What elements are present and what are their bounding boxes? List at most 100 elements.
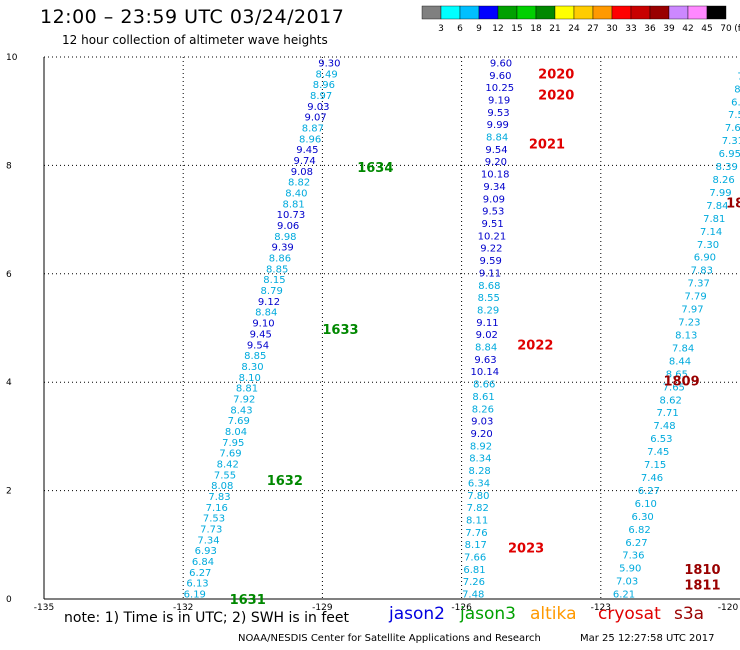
wave-height-value: 9.20 bbox=[470, 429, 492, 440]
wave-height-value: 7.69 bbox=[219, 449, 241, 460]
y-tick-label: 6 bbox=[6, 270, 12, 280]
wave-height-value: 8.81 bbox=[283, 199, 305, 210]
color-tick-label: 6 bbox=[457, 24, 463, 34]
color-swatch bbox=[611, 5, 632, 20]
wave-height-value: 9.11 bbox=[476, 318, 498, 329]
pass-time-label: 1634 bbox=[357, 161, 393, 176]
wave-height-value: 8.10 bbox=[239, 373, 261, 384]
color-tick-label: 15 bbox=[511, 24, 522, 34]
grid-lines bbox=[44, 56, 740, 599]
wave-height-value: 6.82 bbox=[628, 525, 650, 536]
wave-height-value: 7.48 bbox=[653, 421, 675, 432]
color-tick-label: 18 bbox=[530, 24, 542, 34]
wave-height-value: 7.95 bbox=[222, 438, 244, 449]
wave-height-value: 8.30 bbox=[241, 362, 263, 373]
wave-height-value: 8.17 bbox=[465, 540, 487, 551]
wave-height-value: 8.15 bbox=[263, 275, 285, 286]
wave-height-value: 6.93 bbox=[195, 546, 217, 557]
pass-time-label: 1809 bbox=[663, 375, 699, 390]
wave-height-value: 6.57 bbox=[731, 97, 740, 108]
wave-height-value: 9.12 bbox=[258, 297, 280, 308]
wave-height-value: 7.73 bbox=[200, 525, 222, 536]
color-swatch bbox=[649, 5, 670, 20]
pass-time-label: 1810 bbox=[684, 563, 720, 578]
wave-height-value: 7.36 bbox=[622, 551, 644, 562]
pass-annotations: 1631163216331634202020202021202220231809… bbox=[230, 67, 740, 608]
pass-time-label: 1632 bbox=[267, 474, 303, 489]
color-tick-label: 70 bbox=[720, 24, 732, 34]
wave-height-value: 7.36 bbox=[737, 71, 740, 82]
wave-height-value: 9.45 bbox=[296, 145, 318, 156]
wave-height-value: 7.03 bbox=[616, 577, 638, 588]
wave-height-value: 9.08 bbox=[291, 167, 313, 178]
wave-height-value: 8.34 bbox=[469, 454, 491, 465]
wave-height-value: 6.81 bbox=[463, 565, 485, 576]
y-tick-label: 8 bbox=[6, 161, 12, 171]
wave-height-value: 7.97 bbox=[681, 305, 703, 316]
wave-height-value: 7.30 bbox=[697, 240, 719, 251]
wave-height-value: 8.86 bbox=[269, 254, 291, 265]
wave-height-value: 8.85 bbox=[244, 351, 266, 362]
axes: 0 2 4 6 8 10 -135 -132 -129 -126 -123 -120 bbox=[6, 53, 740, 613]
wave-height-value: 9.34 bbox=[483, 182, 505, 193]
wave-height-value: 6.95 bbox=[719, 149, 740, 160]
wave-height-value: 8.13 bbox=[675, 330, 697, 341]
wave-height-value: 8.29 bbox=[477, 305, 499, 316]
wave-height-value: 8.98 bbox=[274, 232, 296, 243]
wave-height-value: 8.11 bbox=[466, 515, 488, 526]
color-tick-label: 36 bbox=[644, 24, 656, 34]
wave-height-value: 7.66 bbox=[464, 553, 486, 564]
chart-subtitle: 12 hour collection of altimeter wave hei… bbox=[62, 33, 328, 47]
wave-height-value: 9.02 bbox=[476, 330, 498, 341]
wave-height-value: 7.76 bbox=[465, 528, 487, 539]
chart-title: 12:00 – 23:59 UTC 03/24/2017 bbox=[40, 6, 345, 28]
color-swatch bbox=[554, 5, 575, 20]
wave-height-value: 9.99 bbox=[487, 120, 509, 131]
wave-height-value: 7.71 bbox=[656, 408, 678, 419]
wave-height-value: 6.27 bbox=[189, 568, 211, 579]
wave-height-value: 7.80 bbox=[467, 491, 489, 502]
wave-height-value: 9.11 bbox=[479, 268, 501, 279]
pass-time-label: 2023 bbox=[508, 542, 544, 557]
wave-height-value: 8.82 bbox=[288, 178, 310, 189]
wave-height-value: 8.79 bbox=[261, 286, 283, 297]
color-unit-label: (ft) bbox=[734, 24, 740, 34]
wave-height-value: 7.15 bbox=[644, 460, 666, 471]
wave-height-value: 9.20 bbox=[485, 157, 507, 168]
wave-height-value: 8.26 bbox=[472, 404, 494, 415]
wave-height-value: 7.84 bbox=[706, 201, 728, 212]
wave-height-value: 7.55 bbox=[214, 470, 236, 481]
wave-height-value: 9.09 bbox=[483, 194, 505, 205]
wave-height-value: 9.63 bbox=[474, 355, 496, 366]
wave-height-value: 9.22 bbox=[480, 244, 502, 255]
color-tick-label: 24 bbox=[568, 24, 580, 34]
wave-height-value: 8.04 bbox=[225, 427, 247, 438]
pass-time-label: 1633 bbox=[322, 323, 358, 338]
pass-time-label: 2022 bbox=[517, 338, 553, 353]
wave-height-value: 8.42 bbox=[217, 460, 239, 471]
color-swatch bbox=[592, 5, 613, 20]
wave-height-value: 9.45 bbox=[250, 329, 272, 340]
color-tick-label: 42 bbox=[682, 24, 693, 34]
wave-height-value: 7.79 bbox=[684, 292, 706, 303]
legend-altika: altika bbox=[530, 604, 577, 624]
wave-height-value: 7.53 bbox=[203, 514, 225, 525]
wave-height-value: 8.65 bbox=[666, 369, 688, 380]
wave-height-value: 10.73 bbox=[277, 210, 306, 221]
wave-height-value: 7.34 bbox=[197, 535, 219, 546]
wave-height-value: 8.55 bbox=[478, 293, 500, 304]
wave-height-value: 7.53 bbox=[728, 110, 740, 121]
wave-height-value: 9.39 bbox=[272, 243, 294, 254]
y-tick-label: 2 bbox=[6, 487, 12, 497]
color-swatch bbox=[421, 5, 442, 20]
wave-height-value: 8.28 bbox=[469, 466, 491, 477]
wave-height-value: 8.87 bbox=[302, 123, 324, 134]
wave-height-value: 7.37 bbox=[688, 279, 710, 290]
wave-height-value: 8.40 bbox=[285, 189, 307, 200]
x-tick-label: -126 bbox=[451, 603, 472, 613]
wave-height-value: 7.45 bbox=[647, 447, 669, 458]
wave-height-value: 9.53 bbox=[482, 207, 504, 218]
color-swatch bbox=[478, 5, 499, 20]
wave-height-value: 7.16 bbox=[206, 503, 228, 514]
